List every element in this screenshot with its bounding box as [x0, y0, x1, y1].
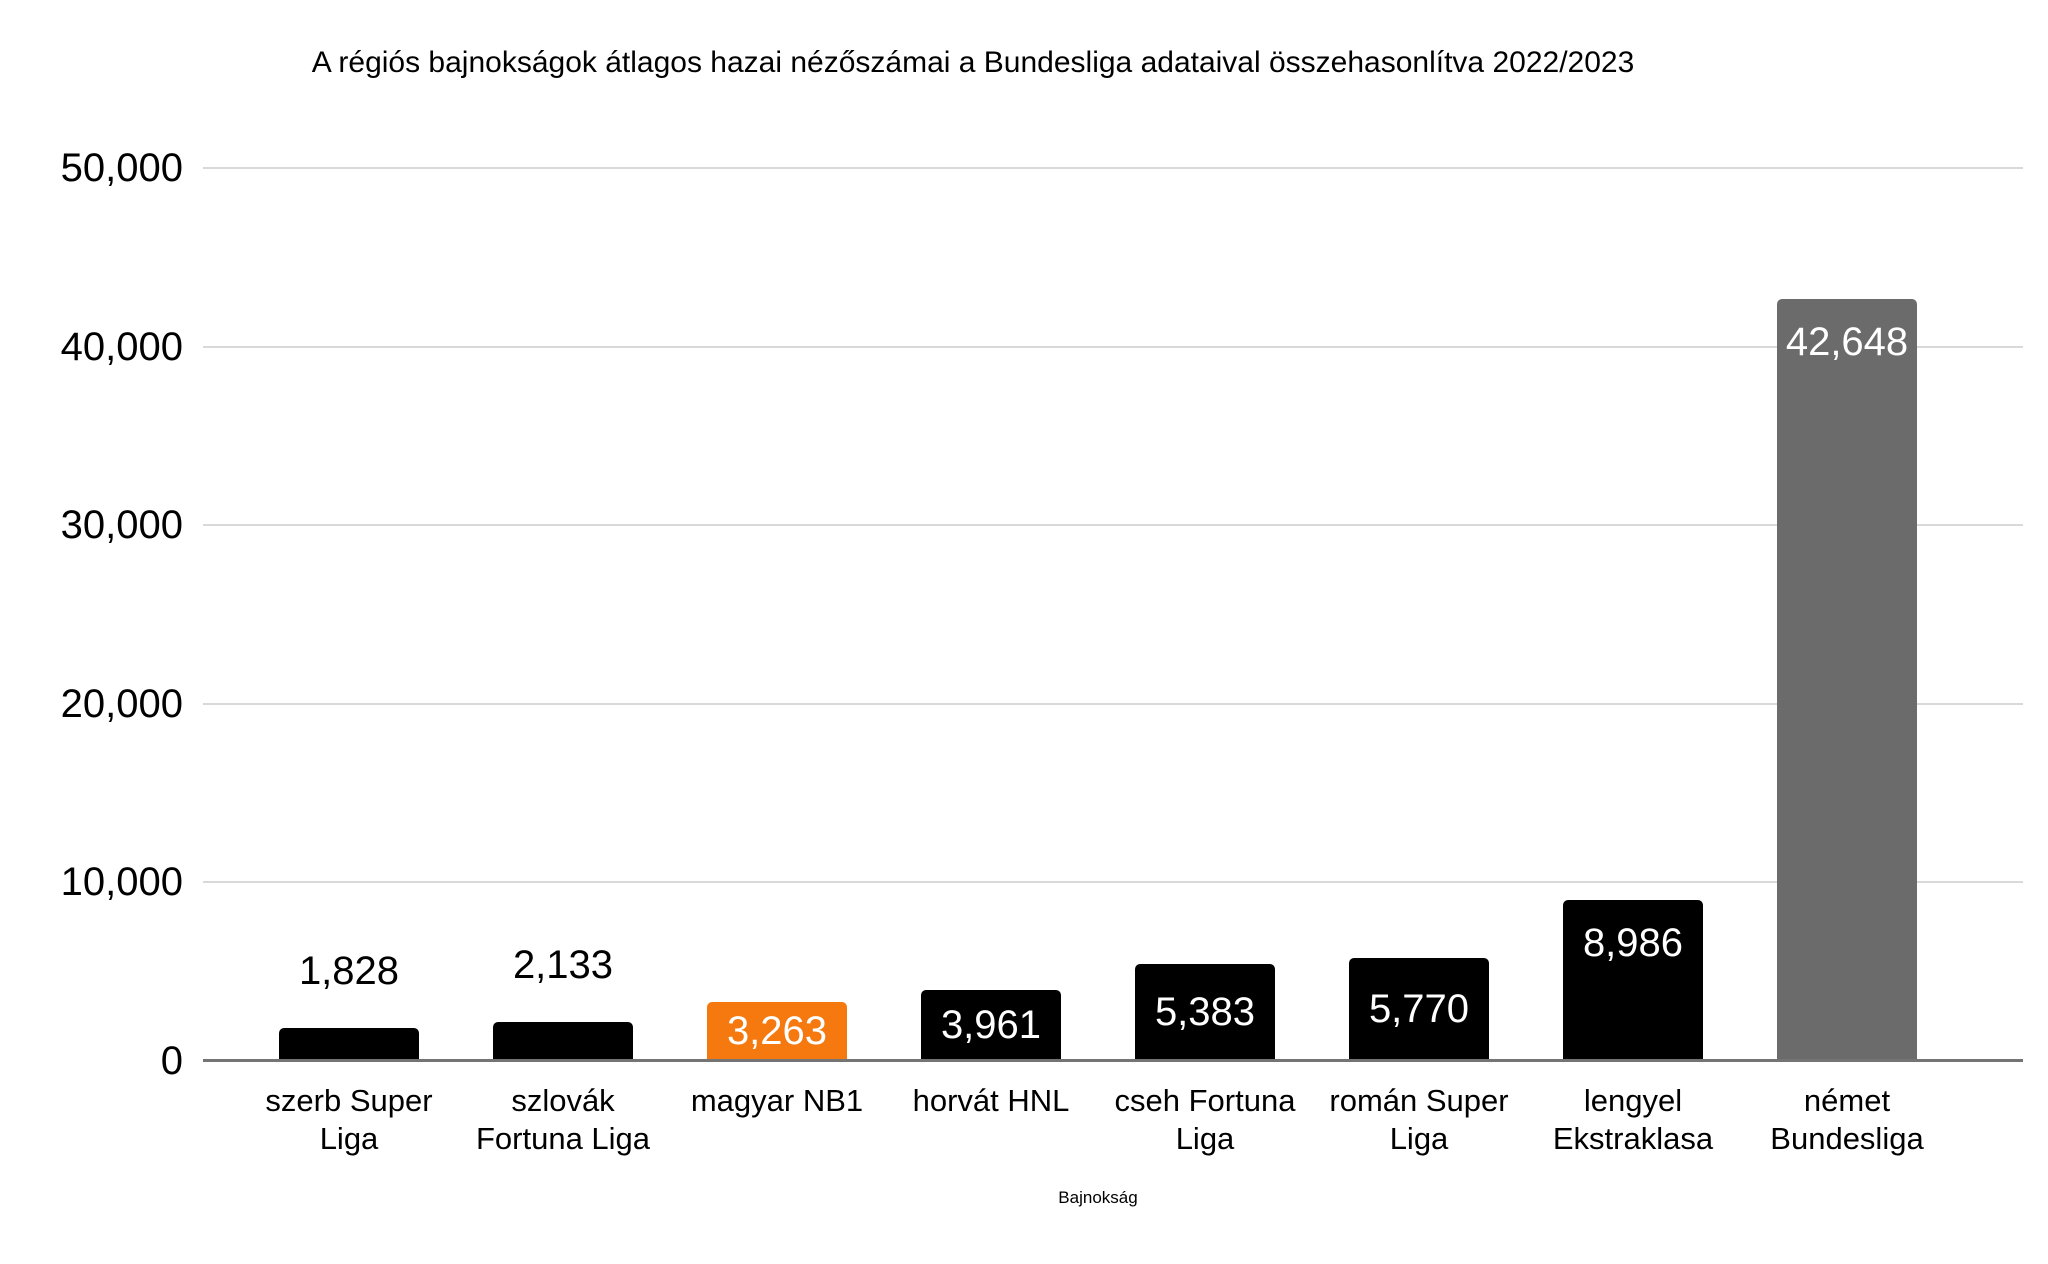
- bar-value-label: 42,648: [1785, 320, 1909, 365]
- bar: [493, 1022, 633, 1061]
- bar-value-label: 3,961: [940, 1003, 1042, 1048]
- y-tick-label: 50,000: [60, 146, 183, 190]
- bar: [1777, 299, 1917, 1061]
- x-axis-line: [203, 1059, 2023, 1062]
- y-tick-label: 40,000: [60, 324, 183, 369]
- bar: [1349, 957, 1489, 1061]
- x-tick-label: magyar NB1: [690, 1083, 864, 1118]
- bar: [1563, 900, 1703, 1061]
- x-tick-label: román Super Liga: [1329, 1083, 1509, 1156]
- gridline: [203, 881, 2023, 883]
- y-tick-label: 10,000: [60, 860, 183, 904]
- x-tick-label: szlovák Fortuna Liga: [475, 1083, 651, 1156]
- chart-title: A régiós bajnokságok átlagos hazai nézős…: [311, 46, 1635, 79]
- gridline: [203, 345, 2023, 348]
- x-tick-label: horvát HNL: [912, 1083, 1070, 1118]
- bar-value-label: 5,770: [1368, 987, 1470, 1031]
- x-tick-label: lengyel Ekstraklasa: [1552, 1083, 1714, 1156]
- x-tick-label: szerb Super Liga: [265, 1083, 433, 1156]
- y-tick-label: 0: [160, 1038, 183, 1083]
- bar: [707, 1002, 847, 1061]
- bar: [279, 1027, 419, 1061]
- y-tick-label: 20,000: [60, 681, 183, 726]
- bar-value-label: 5,383: [1154, 990, 1256, 1035]
- y-tick-label: 30,000: [60, 503, 183, 547]
- bar-value-label: 3,263: [726, 1009, 828, 1054]
- bar-value-label: 8,986: [1582, 921, 1684, 966]
- x-tick-label: német Bundesliga: [1770, 1083, 1924, 1156]
- gridline: [203, 167, 2023, 169]
- gridline: [203, 524, 2023, 526]
- bar-value-label: 2,133: [512, 943, 614, 988]
- x-tick-label: cseh Fortuna Liga: [1114, 1083, 1296, 1156]
- bar: [921, 989, 1061, 1061]
- x-axis-title: Bajnokság: [1058, 1188, 1138, 1207]
- bar-value-label: 1,828: [298, 948, 400, 993]
- gridline: [203, 702, 2023, 705]
- bar: [1135, 964, 1275, 1061]
